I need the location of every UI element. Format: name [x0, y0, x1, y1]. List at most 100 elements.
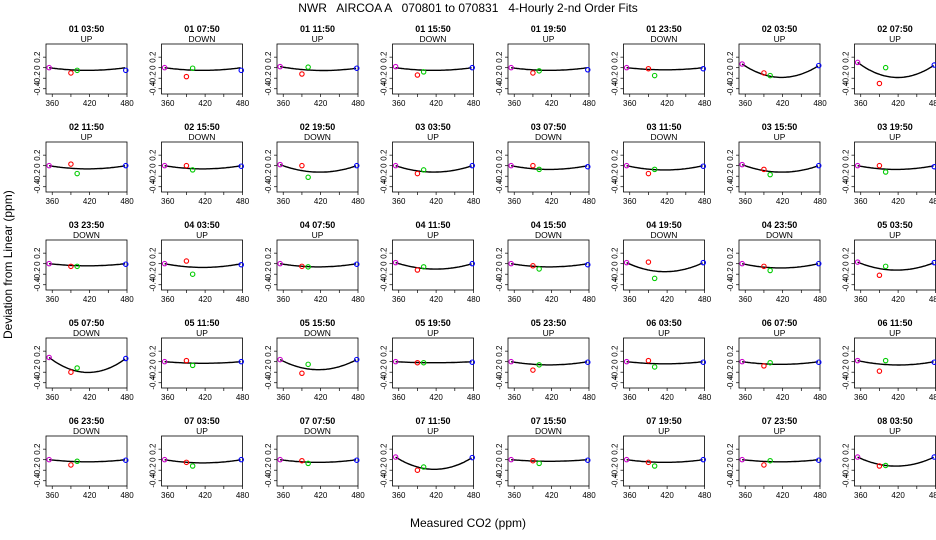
y-tick-label: -0.4 — [611, 81, 620, 95]
measured-point-mid — [536, 362, 542, 368]
x-tick-label: 420 — [83, 393, 97, 402]
x-tick-label: 480 — [698, 197, 712, 206]
y-tick-label: -0.2 — [842, 169, 851, 183]
x-tick-label: 480 — [582, 491, 596, 500]
y-tick-label: -0.4 — [611, 277, 620, 291]
y-tick-label: 0.2 — [33, 247, 42, 259]
measured-point-low — [876, 272, 883, 279]
measured-point-low — [761, 166, 767, 173]
measured-point-low — [645, 170, 652, 177]
measured-point-low — [876, 463, 883, 469]
y-tick-label: -0.2 — [149, 365, 158, 379]
fit-curve — [742, 459, 819, 463]
y-tick-label: -0.2 — [33, 71, 42, 85]
y-tick-label: 0.2 — [264, 51, 273, 63]
x-tick-label: 360 — [277, 197, 291, 206]
y-tick-label: 0 — [380, 359, 389, 364]
y-tick-label: 0 — [149, 359, 158, 364]
y-tick-label: 0 — [495, 359, 504, 364]
x-tick-label: 360 — [161, 295, 175, 304]
x-tick-label: 420 — [314, 295, 328, 304]
reference-point — [161, 456, 168, 463]
reference-point — [623, 64, 630, 71]
y-tick-label: -0.4 — [842, 473, 851, 487]
panel-frame — [161, 141, 243, 193]
x-tick-label: 420 — [314, 99, 328, 108]
fit-curve — [510, 67, 588, 71]
y-tick-label: -0.2 — [149, 71, 158, 85]
fit-curve — [741, 263, 819, 269]
x-tick-label: 480 — [582, 295, 596, 304]
measured-point-mid — [536, 166, 542, 173]
panel-direction-label: DOWN — [73, 426, 100, 436]
x-tick-label: 360 — [161, 491, 175, 500]
measured-point-low — [414, 72, 421, 78]
panel-title: 05 19:50 — [415, 318, 451, 328]
reference-point — [46, 354, 52, 361]
panel-direction-label: DOWN — [651, 230, 678, 240]
x-tick-label: 420 — [198, 491, 212, 500]
x-tick-label: 420 — [660, 99, 674, 108]
measured-point-low — [761, 263, 767, 270]
panel-direction-label: DOWN — [189, 132, 216, 142]
x-tick-label: 360 — [392, 491, 406, 500]
panel-direction-label: UP — [543, 34, 555, 44]
y-tick-label: -0.4 — [264, 375, 273, 389]
panel-title: 03 15:50 — [762, 122, 798, 132]
panel-direction-label: UP — [774, 132, 786, 142]
panel-direction-label: UP — [658, 426, 670, 436]
x-tick-label: 420 — [429, 393, 443, 402]
x-tick-label: 420 — [545, 197, 559, 206]
x-tick-label: 420 — [545, 491, 559, 500]
x-tick-label: 420 — [776, 99, 790, 108]
panel-title: 01 07:50 — [184, 24, 220, 34]
reference-point — [623, 162, 630, 169]
measured-point-low — [645, 65, 652, 72]
y-tick-label: -0.4 — [611, 473, 620, 487]
y-tick-label: -0.2 — [264, 169, 273, 183]
fit-curve — [626, 67, 703, 71]
panel-title: 02 15:50 — [184, 122, 220, 132]
panel-direction-label: UP — [427, 328, 439, 338]
x-tick-label: 480 — [236, 295, 250, 304]
panel-direction-label: DOWN — [73, 328, 100, 338]
panel-direction-label: UP — [543, 328, 555, 338]
y-tick-label: -0.2 — [380, 463, 389, 477]
chart-title: NWR AIRCOA A 070801 to 070831 4-Hourly 2… — [298, 1, 638, 15]
measured-point-mid — [420, 464, 427, 470]
measured-point-low — [183, 162, 190, 169]
x-tick-label: 480 — [698, 99, 712, 108]
x-tick-label: 480 — [813, 295, 827, 304]
panel-frame — [392, 337, 474, 389]
measured-point-low — [530, 263, 536, 269]
x-tick-label: 360 — [854, 393, 868, 402]
panel-title: 06 23:50 — [69, 416, 105, 426]
measured-point-mid — [305, 64, 311, 70]
measured-point-low — [645, 259, 652, 265]
measured-point-low — [183, 357, 190, 364]
y-tick-label: -0.2 — [842, 365, 851, 379]
y-tick-label: -0.4 — [264, 473, 273, 487]
y-tick-label: 0.2 — [380, 51, 389, 63]
measured-point-mid — [882, 263, 889, 270]
x-tick-label: 360 — [277, 491, 291, 500]
y-tick-label: 0.2 — [842, 345, 851, 357]
panel-title: 06 11:50 — [877, 318, 912, 328]
panel-frame — [507, 43, 590, 95]
y-tick-label: 0.2 — [611, 51, 620, 63]
y-tick-label: -0.2 — [380, 71, 389, 85]
x-tick-label: 420 — [314, 393, 328, 402]
y-tick-label: 0 — [33, 65, 42, 70]
panel-title: 06 03:50 — [646, 318, 682, 328]
endpoint-point — [585, 457, 591, 463]
measured-point-low — [414, 170, 421, 177]
panel-title: 03 19:50 — [877, 122, 913, 132]
